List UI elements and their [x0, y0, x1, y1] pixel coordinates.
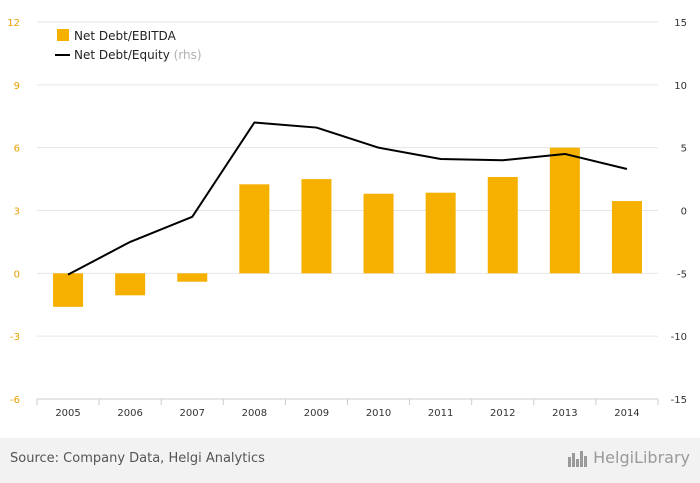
right-tick-label: 5 [681, 144, 687, 155]
x-tick-label: 2012 [490, 408, 515, 419]
series-line [67, 121, 628, 276]
x-tick-label: 2008 [242, 408, 267, 419]
x-tick-label: 2007 [180, 408, 205, 419]
left-tick-label: 12 [7, 18, 20, 29]
x-tick-label: 2010 [366, 408, 391, 419]
x-tick-label: 2013 [552, 408, 577, 419]
x-tick-label: 2011 [428, 408, 453, 419]
bar-series-net-debt-ebitda [53, 147, 642, 307]
bar [239, 184, 270, 274]
left-tick-label: 0 [14, 269, 20, 280]
x-tick-label: 2014 [614, 408, 639, 419]
bar [301, 179, 332, 274]
right-tick-label: 10 [674, 81, 687, 92]
x-axis: 2005 2006 2007 2008 2009 2010 2011 2012 2013 2014 [36, 398, 659, 419]
bar [425, 192, 456, 274]
legend-label-bar: Net Debt/EBITDA [74, 29, 177, 43]
right-tick-label: -10 [671, 332, 687, 343]
legend-label-line-suffix: (rhs) [174, 48, 202, 62]
right-tick-label: -15 [671, 395, 687, 406]
left-tick-label: -3 [10, 332, 20, 343]
footer: Source: Company Data, Helgi Analytics He… [0, 438, 700, 483]
legend-swatch-bar [57, 29, 69, 41]
x-tick-label: 2009 [304, 408, 329, 419]
bar [363, 193, 394, 274]
bar [549, 147, 580, 274]
bar [611, 201, 642, 274]
source-text: Source: Company Data, Helgi Analytics [10, 451, 265, 466]
brand-text: HelgiLibrary [593, 448, 690, 467]
line-series-net-debt-equity [67, 121, 628, 276]
bar [177, 273, 208, 282]
brand-logo: HelgiLibrary [567, 448, 690, 467]
legend: Net Debt/EBITDA Net Debt/Equity (rhs) [55, 29, 202, 62]
left-tick-label: 3 [14, 207, 20, 218]
right-tick-label: 0 [681, 207, 687, 218]
right-tick-label: 15 [674, 18, 687, 29]
bar [487, 176, 518, 274]
bar [53, 273, 84, 307]
left-tick-label: 6 [14, 144, 20, 155]
x-tick-label: 2005 [55, 408, 80, 419]
left-tick-label: 9 [14, 81, 20, 92]
left-axis-ticks: 12 9 6 3 0 -3 -6 [7, 18, 20, 406]
skyline-icon [568, 450, 588, 467]
right-tick-label: -5 [677, 269, 687, 280]
x-tick-label: 2006 [117, 408, 142, 419]
legend-label-line: Net Debt/Equity (rhs) [74, 48, 202, 62]
right-axis-ticks: 15 10 5 0 -5 -10 -15 [671, 18, 687, 406]
left-tick-label: -6 [10, 395, 20, 406]
bar [115, 273, 146, 296]
